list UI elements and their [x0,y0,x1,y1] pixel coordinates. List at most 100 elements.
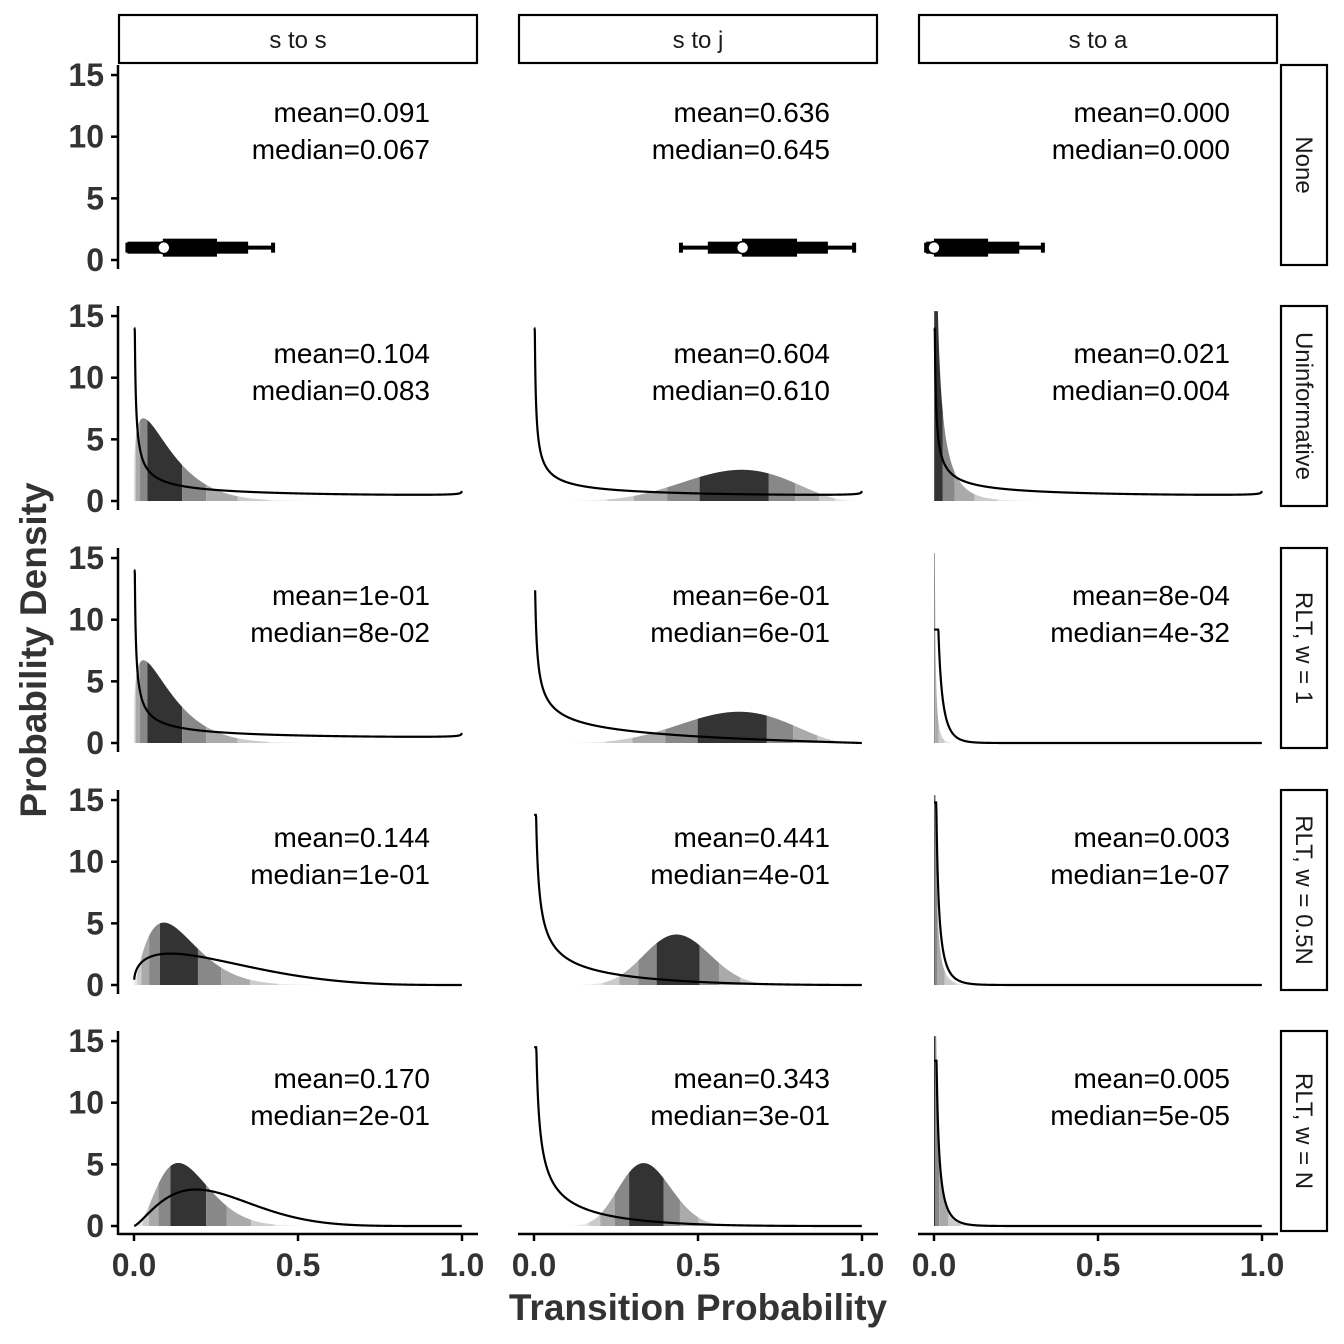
posterior-interval-band [197,948,222,985]
panel-4-2: mean=0.005 median=5e-05 [934,1036,1262,1228]
posterior-interval-band [237,496,269,501]
point-estimate [157,240,171,255]
posterior-interval-band [619,960,639,985]
x-tick-label: 1.0 [840,1247,884,1283]
posterior-interval-band [638,943,657,985]
prior-density-line [133,569,463,738]
y-tick-label: 10 [68,119,104,155]
posterior-interval-band [134,695,135,743]
strip-box [1279,788,1329,992]
posterior-interval-band [937,903,945,985]
prior-density-line [133,1188,462,1228]
posterior-interval-band [934,795,935,985]
prior-density-line [933,327,1263,496]
posterior-interval-band [633,487,668,501]
posterior-interval-band [588,1214,601,1226]
panels: mean=0.091 median=0.067 mean=0.636 median=0… [125,97,1263,1228]
median-label: median=0.610 [652,375,830,406]
prior-density-line [133,952,462,987]
panel-2-0: mean=1e-01 median=8e-02 [133,569,463,743]
posterior-interval-band [603,976,620,985]
y-tick-label: 15 [68,57,104,93]
mean-label: mean=0.021 [1074,338,1230,369]
strip-box [517,13,879,65]
panel-2-1: mean=6e-01 median=6e-01 [534,580,862,745]
y-axis: 0 5 10 15 [68,1023,120,1244]
posterior-interval-band [935,608,939,743]
posterior-interval-band [600,1194,615,1226]
posterior-interval-band [835,498,862,501]
y-axis: 0 5 10 15 [68,298,120,519]
point-estimate [735,240,750,255]
y-tick-label: 10 [68,360,104,396]
median-label: median=4e-01 [650,859,830,890]
y-tick-label: 10 [68,844,104,880]
panel-2-2: mean=8e-04 median=4e-32 [934,553,1262,745]
y-tick-label: 15 [68,540,104,576]
x-axis-title: Transition Probability [509,1287,888,1328]
posterior-interval-band [149,923,160,985]
posterior-interval-band [948,1213,961,1226]
y-tick-label: 5 [86,180,104,216]
y-tick-label: 0 [86,1208,104,1244]
posterior-interval-band [137,957,142,985]
prior-density-line [534,590,862,745]
y-axis: 0 5 10 15 [68,782,120,1003]
posterior-interval-band [134,677,136,743]
y-axis-title: Probability Density [13,482,54,818]
posterior-interval-band [665,718,698,743]
row-strip-label: RLT, w = 0.5N [1290,815,1317,965]
median-label: median=1e-07 [1050,859,1230,890]
strip-box [1279,63,1329,267]
row-strip: RLT, w = N [1279,1029,1329,1233]
posterior-interval-band [134,1218,143,1226]
posterior-interval-band [954,472,975,501]
y-tick-label: 0 [86,725,104,761]
panel-0-0: mean=0.091 median=0.067 [125,97,430,257]
row-strip-label: Uninformative [1290,332,1317,480]
row-strip: RLT, w = 0.5N [1279,788,1329,992]
posterior-interval-band [974,494,999,501]
column-strip-label: s to j [673,27,724,54]
mean-label: mean=8e-04 [1072,580,1230,611]
posterior-interval-band [934,795,938,985]
mean-label: mean=0.170 [274,1063,430,1094]
panel-3-0: mean=0.144 median=1e-01 [133,822,462,987]
y-tick-label: 5 [86,1146,104,1182]
panel-4-0: mean=0.170 median=2e-01 [133,1063,462,1228]
posterior-interval-band [182,465,207,501]
posterior-interval-band [934,1036,936,1226]
row-strip: RLT, w = 1 [1279,546,1329,750]
posterior-interval-band [934,553,936,743]
posterior-interval-band [251,1219,275,1226]
posterior-interval-band [699,945,719,985]
x-tick-label: 1.0 [440,1247,484,1283]
mean-label: mean=0.091 [274,97,430,128]
posterior-interval-band [697,711,767,743]
posterior-interval-band [237,738,269,743]
column-strip: s to j [517,13,879,65]
strip-box [117,13,479,65]
posterior-interval-band [226,1205,252,1226]
median-label: median=5e-05 [1050,1100,1230,1131]
median-label: median=0.004 [1052,375,1230,406]
y-axis: 0 5 10 15 [68,57,120,278]
mean-label: mean=0.003 [1074,822,1230,853]
panel-1-0: mean=0.104 median=0.083 [133,327,463,501]
interval-50 [934,238,989,257]
strip-box [1279,1029,1329,1233]
posterior-interval-band [148,1183,159,1226]
median-label: median=6e-01 [650,617,830,648]
posterior-interval-band [147,662,183,743]
prior-density-line [534,813,862,987]
prior-density-line [934,628,1262,745]
posterior-interval-band [158,1166,171,1226]
posterior-interval-band [939,1156,949,1226]
x-tick-label: 1.0 [1240,1247,1284,1283]
posterior-interval-band [766,715,794,743]
strip-box [1279,304,1329,508]
column-strip-label: s to s [269,27,326,54]
row-strip-label: None [1290,136,1317,193]
y-axis: 0 5 10 15 [68,540,120,761]
